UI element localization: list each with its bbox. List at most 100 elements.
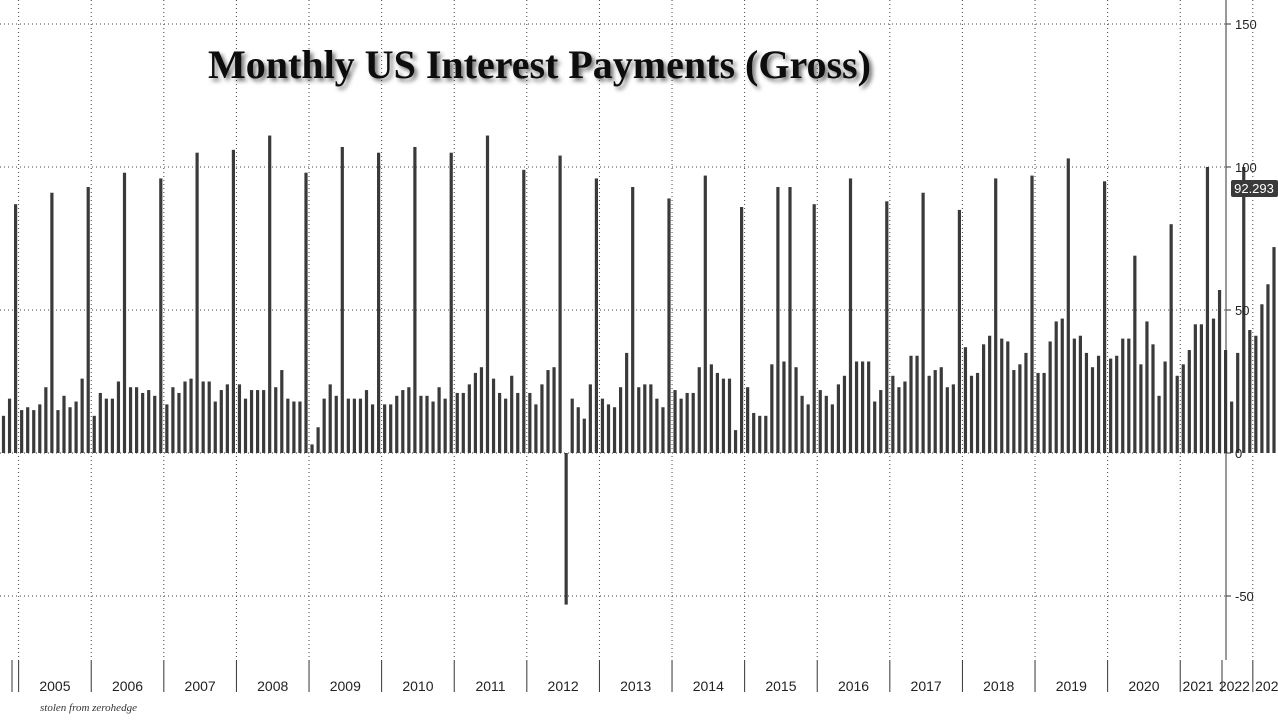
bar — [673, 390, 677, 453]
bar — [370, 404, 375, 453]
bar — [225, 384, 229, 453]
bar — [836, 384, 840, 453]
bar — [407, 387, 411, 453]
bar — [1096, 355, 1101, 453]
bar — [885, 201, 889, 453]
bar — [921, 192, 925, 454]
bar — [455, 392, 459, 453]
bar — [1078, 335, 1082, 453]
x-tick-label: 2022 — [1219, 678, 1250, 694]
bar — [994, 178, 998, 453]
credit-note: stolen from zerohedge — [40, 702, 137, 714]
y-tick-label: 150 — [1235, 17, 1257, 32]
bar — [128, 387, 133, 453]
bar — [988, 335, 992, 453]
x-tick-label: 2016 — [838, 678, 869, 694]
bar — [1084, 352, 1089, 453]
bar — [153, 395, 157, 453]
bar — [975, 372, 980, 453]
bar — [219, 390, 223, 453]
bar — [848, 178, 853, 453]
bar — [268, 135, 272, 454]
bar — [600, 398, 605, 453]
bar — [1236, 352, 1240, 453]
bar — [256, 390, 260, 453]
bar — [697, 367, 701, 453]
bar — [727, 378, 732, 453]
bar — [171, 387, 175, 453]
bar — [824, 395, 828, 453]
bar — [752, 412, 756, 453]
bar — [1217, 289, 1222, 453]
bars — [1, 135, 1276, 605]
bar — [358, 398, 363, 453]
bar — [606, 404, 611, 453]
bar — [1205, 167, 1210, 453]
x-tick-label: 2006 — [112, 678, 143, 694]
bar — [449, 152, 453, 453]
bar — [709, 364, 713, 453]
y-tick-label: 0 — [1235, 446, 1242, 461]
bar — [419, 395, 423, 453]
x-tick-label: 2013 — [620, 678, 651, 694]
bar — [401, 390, 405, 453]
bar — [1127, 338, 1131, 453]
bar — [1199, 324, 1203, 453]
bar — [92, 415, 96, 453]
bar — [1036, 372, 1040, 453]
bar — [703, 175, 707, 453]
bar — [38, 404, 42, 453]
bar — [189, 378, 193, 453]
bar — [528, 392, 532, 453]
bar — [1054, 321, 1058, 453]
bar — [582, 418, 586, 453]
bar — [758, 415, 762, 453]
bar — [830, 404, 834, 453]
bar — [655, 398, 659, 453]
bar — [141, 392, 145, 453]
bar — [395, 395, 399, 453]
bar — [770, 364, 774, 453]
bar — [842, 375, 847, 453]
bar — [685, 392, 689, 453]
bar — [183, 381, 187, 453]
bar — [328, 384, 332, 453]
x-tick-label: 2012 — [548, 678, 579, 694]
bar — [1175, 375, 1179, 453]
bar — [746, 387, 750, 453]
bar — [116, 381, 121, 453]
bar — [425, 395, 429, 453]
bar — [491, 378, 496, 453]
bar — [485, 135, 490, 454]
bar — [207, 381, 211, 453]
bar — [473, 372, 477, 453]
bar — [1066, 158, 1070, 454]
bar — [389, 404, 393, 453]
bar — [1211, 318, 1216, 453]
bar — [679, 398, 683, 453]
x-tick-label: 2007 — [185, 678, 216, 694]
bar — [1024, 352, 1028, 453]
bar — [891, 375, 895, 453]
bar — [310, 444, 314, 453]
bar — [782, 361, 786, 453]
bar — [909, 355, 913, 453]
bar — [854, 361, 859, 453]
x-tick-label: 2005 — [39, 678, 70, 694]
bar — [564, 453, 568, 605]
bar — [237, 384, 242, 453]
bar — [479, 367, 484, 453]
bar — [340, 146, 344, 454]
bar — [498, 392, 502, 453]
bar — [1060, 318, 1064, 453]
bar — [62, 395, 66, 453]
x-tick-label: 2018 — [983, 678, 1014, 694]
bar — [631, 187, 635, 453]
bar — [1090, 367, 1095, 453]
bar — [903, 381, 907, 453]
bar — [661, 407, 665, 453]
bar — [243, 398, 248, 453]
bar — [776, 187, 780, 453]
bar — [733, 430, 738, 453]
bar — [1266, 284, 1270, 453]
